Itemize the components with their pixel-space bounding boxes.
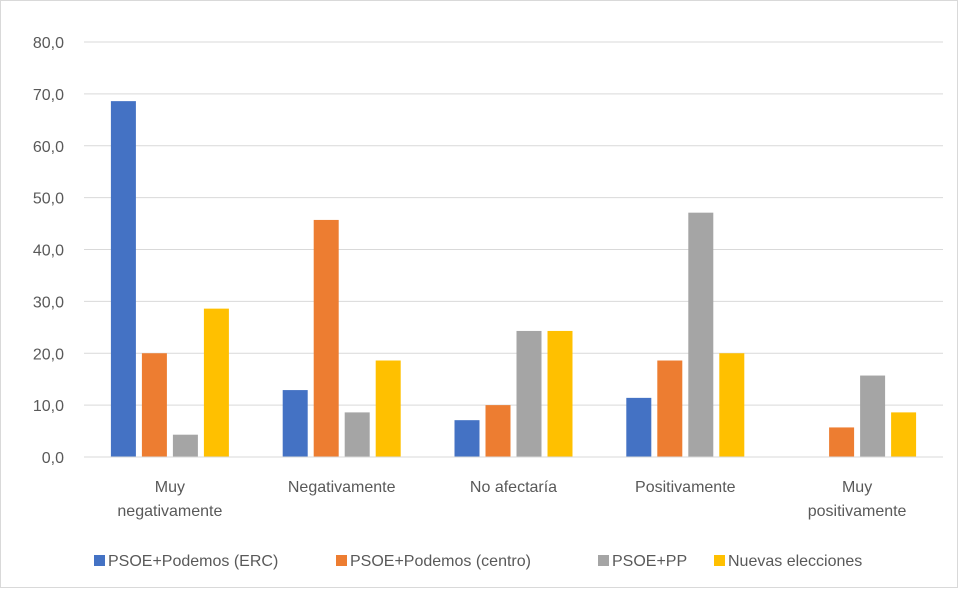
bar bbox=[829, 427, 855, 457]
x-tick-label: Muy positivamente bbox=[808, 479, 907, 520]
legend-label: PSOE+Podemos (ERC) bbox=[108, 553, 278, 570]
y-tick-label: 10,0 bbox=[33, 398, 64, 415]
bar bbox=[282, 390, 308, 457]
x-tick-label: Negativamente bbox=[288, 479, 396, 496]
bar bbox=[141, 353, 167, 457]
bars bbox=[110, 101, 917, 457]
legend-label: Nuevas elecciones bbox=[728, 553, 862, 570]
legend-label: PSOE+Podemos (centro) bbox=[350, 553, 531, 570]
bar bbox=[313, 219, 339, 457]
y-tick-label: 30,0 bbox=[33, 294, 64, 311]
y-tick-label: 20,0 bbox=[33, 346, 64, 363]
y-tick-label: 0,0 bbox=[42, 450, 64, 467]
y-tick-label: 80,0 bbox=[33, 35, 64, 52]
x-tick-label: No afectaría bbox=[470, 479, 557, 496]
bar bbox=[485, 405, 511, 457]
bar bbox=[110, 101, 136, 457]
legend-swatch bbox=[94, 555, 105, 566]
y-tick-label: 70,0 bbox=[33, 87, 64, 104]
bar bbox=[657, 360, 683, 457]
legend-swatch bbox=[598, 555, 609, 566]
bar bbox=[860, 375, 886, 457]
bar bbox=[516, 330, 542, 457]
y-tick-label: 60,0 bbox=[33, 139, 64, 156]
bar bbox=[344, 412, 370, 457]
bar bbox=[626, 397, 652, 457]
legend: PSOE+Podemos (ERC) PSOE+Podemos (centro) P… bbox=[94, 553, 862, 570]
legend-swatch bbox=[714, 555, 725, 566]
bar bbox=[719, 353, 745, 457]
bar bbox=[375, 360, 401, 457]
legend-label: PSOE+PP bbox=[612, 553, 687, 570]
x-axis: Muy negativamente Negativamente No afectarí… bbox=[84, 456, 943, 520]
bar bbox=[454, 420, 480, 457]
bar bbox=[203, 308, 229, 457]
bar bbox=[547, 330, 573, 457]
x-tick-label: Muy negativamente bbox=[117, 479, 222, 520]
legend-swatch bbox=[336, 555, 347, 566]
gridlines bbox=[84, 41, 943, 406]
bar bbox=[172, 434, 198, 457]
bar bbox=[688, 212, 714, 457]
y-tick-label: 40,0 bbox=[33, 243, 64, 260]
y-axis: 0,0 10,0 20,0 30,0 40,0 50,0 60,0 70,0 80,0 bbox=[33, 35, 64, 467]
x-tick-label: Positivamente bbox=[635, 479, 736, 496]
y-tick-label: 50,0 bbox=[33, 191, 64, 208]
bar bbox=[891, 412, 917, 457]
